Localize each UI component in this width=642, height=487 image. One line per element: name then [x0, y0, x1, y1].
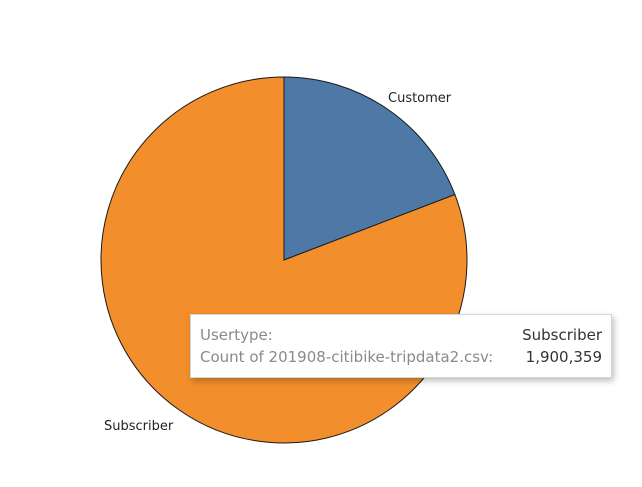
pie-labels: Customer Subscriber	[104, 91, 452, 434]
pie-slices	[100, 76, 468, 444]
tooltip-key-usertype: Usertype:	[200, 326, 273, 344]
tooltip-value-count: 1,900,359	[525, 348, 602, 366]
tooltip-row-count: Count of 201908-citibike-tripdata2.csv: …	[200, 346, 602, 368]
pie-label-customer: Customer	[388, 91, 452, 106]
tooltip-value-usertype: Subscriber	[522, 326, 602, 344]
tooltip-key-count: Count of 201908-citibike-tripdata2.csv:	[200, 348, 494, 366]
tooltip-row-usertype: Usertype: Subscriber	[200, 324, 602, 346]
pie-slice-customer[interactable]	[283, 76, 456, 261]
pie-label-subscriber: Subscriber	[104, 419, 174, 434]
tooltip: Usertype: Subscriber Count of 201908-cit…	[190, 314, 612, 378]
